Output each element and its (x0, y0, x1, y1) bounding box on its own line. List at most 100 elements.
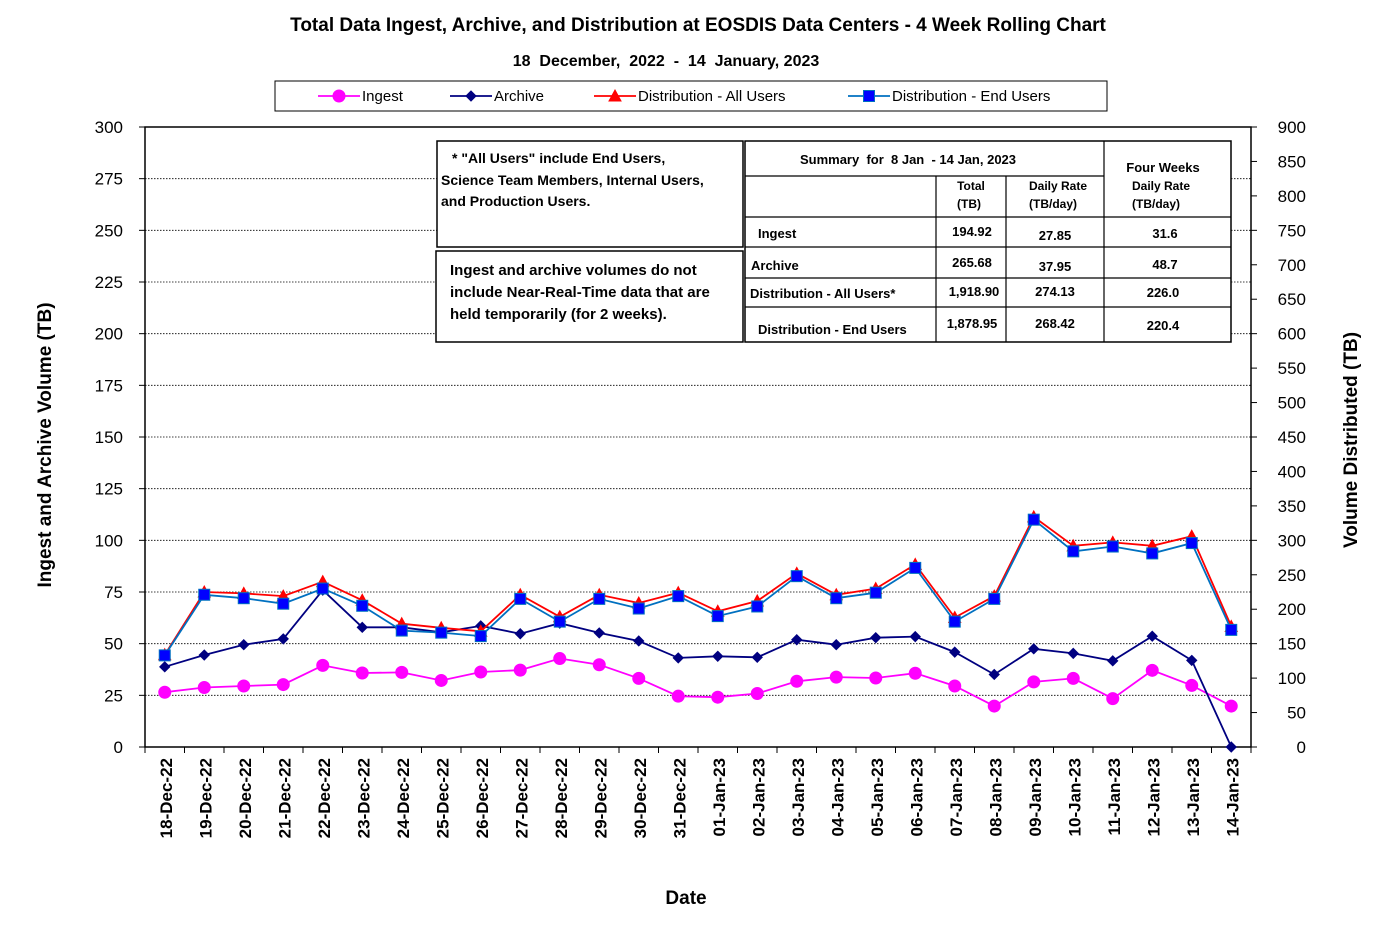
row-ingest-rate4: 31.6 (1152, 226, 1177, 241)
point-archive-06-Jan-23 (909, 630, 921, 643)
row-archive-label: Archive (751, 258, 799, 273)
y-tick-label-100: 100 (95, 531, 123, 550)
point-archive-02-Jan-23 (751, 651, 763, 664)
point-ingest-20-Dec-22 (237, 679, 251, 693)
point-distribution-end-users-12-Jan-23 (1146, 547, 1159, 560)
point-distribution-end-users-21-Dec-22 (277, 597, 290, 610)
series-line-distribution-all-users (164, 515, 1233, 656)
point-distribution-end-users-04-Jan-23 (830, 592, 843, 605)
y2-tick-label-350: 350 (1278, 497, 1306, 516)
x-tick-label-08-Jan-23: 08-Jan-23 (986, 758, 1005, 836)
row-dist-end-label: Distribution - End Users (758, 322, 907, 337)
point-ingest-05-Jan-23 (869, 671, 883, 685)
left-axis: 0 25 50 75 100 125 150 175 200 225 250 275 300 (95, 118, 145, 757)
y2-tick-label-650: 650 (1278, 290, 1306, 309)
point-ingest-08-Jan-23 (987, 699, 1001, 713)
point-distribution-end-users-03-Jan-23 (790, 570, 803, 583)
legend: Ingest Archive Distribution - All Users Dis… (274, 80, 1108, 112)
col-rate-1: Daily Rate (1029, 179, 1087, 193)
point-distribution-end-users-11-Jan-23 (1106, 540, 1119, 553)
y-tick-label-150: 150 (95, 428, 123, 447)
row-dist-end-rate4: 220.4 (1147, 318, 1180, 333)
col-rate4-1: Daily Rate (1132, 179, 1190, 193)
x-tick-label-02-Jan-23: 02-Jan-23 (749, 758, 768, 836)
y2-tick-label-0: 0 (1297, 738, 1306, 757)
y2-tick-label-300: 300 (1278, 531, 1306, 550)
point-archive-20-Dec-22 (238, 638, 250, 651)
point-distribution-end-users-30-Dec-22 (632, 602, 645, 615)
summary-four-weeks: Four Weeks (1126, 160, 1199, 175)
x-tick-label-04-Jan-23: 04-Jan-23 (828, 758, 847, 836)
y-tick-label-225: 225 (95, 273, 123, 292)
note-all-users-line2: Science Team Members, Internal Users, (441, 172, 704, 188)
note-nrt-line1: Ingest and archive volumes do not (450, 262, 697, 279)
row-dist-all-rate4: 226.0 (1147, 285, 1180, 300)
legend-label-archive: Archive (494, 88, 544, 105)
point-ingest-23-Dec-22 (355, 666, 369, 680)
x-axis: 18-Dec-22 19-Dec-22 20-Dec-22 21-Dec-22 22-D… (144, 747, 1252, 838)
point-ingest-22-Dec-22 (316, 658, 330, 672)
point-archive-29-Dec-22 (593, 627, 605, 639)
point-ingest-11-Jan-23 (1106, 692, 1120, 706)
point-archive-21-Dec-22 (277, 633, 289, 645)
y-tick-label-125: 125 (95, 480, 123, 499)
note-all-users-line1: * "All Users" include End Users, (452, 150, 665, 166)
y-tick-label-175: 175 (95, 376, 123, 395)
row-ingest-total: 194.92 (952, 224, 992, 239)
y2-tick-label-100: 100 (1278, 669, 1306, 688)
y2-tick-label-850: 850 (1278, 152, 1306, 171)
row-dist-end-rate: 268.42 (1035, 316, 1075, 331)
y-axis-label: Ingest and Archive Volume (TB) (35, 302, 56, 587)
col-total-1: Total (957, 179, 985, 193)
point-ingest-04-Jan-23 (829, 670, 843, 684)
y2-axis-label: Volume Distributed (TB) (1341, 332, 1362, 548)
note-all-users: * "All Users" include End Users, Science… (436, 140, 744, 248)
row-dist-all-label: Distribution - All Users* (750, 286, 896, 301)
point-distribution-end-users-19-Dec-22 (198, 588, 211, 601)
point-ingest-18-Dec-22 (158, 685, 172, 699)
point-archive-23-Dec-22 (356, 621, 368, 634)
summary-table: Summary for 8 Jan - 14 Jan, 2023 Four We… (744, 140, 1232, 343)
y2-tick-label-50: 50 (1287, 704, 1306, 723)
point-ingest-19-Dec-22 (197, 680, 211, 694)
x-tick-label-13-Jan-23: 13-Jan-23 (1184, 758, 1203, 836)
x-tick-label-06-Jan-23: 06-Jan-23 (907, 758, 926, 836)
point-ingest-28-Dec-22 (553, 652, 567, 666)
x-tick-label-25-Dec-22: 25-Dec-22 (433, 758, 452, 838)
x-tick-label-10-Jan-23: 10-Jan-23 (1065, 758, 1084, 836)
x-tick-label-05-Jan-23: 05-Jan-23 (868, 758, 887, 836)
point-ingest-25-Dec-22 (434, 673, 448, 687)
point-ingest-12-Jan-23 (1145, 663, 1159, 677)
point-distribution-end-users-31-Dec-22 (672, 590, 685, 603)
x-tick-label-18-Dec-22: 18-Dec-22 (157, 758, 176, 838)
y2-tick-label-400: 400 (1278, 462, 1306, 481)
point-archive-05-Jan-23 (870, 631, 882, 644)
legend-label-distribution-all-users: Distribution - All Users (638, 88, 786, 105)
row-dist-end-total: 1,878.95 (947, 316, 998, 331)
row-ingest-rate: 27.85 (1039, 228, 1072, 243)
point-archive-10-Jan-23 (1067, 647, 1079, 660)
point-ingest-13-Jan-23 (1185, 678, 1199, 692)
point-archive-30-Dec-22 (633, 635, 645, 647)
point-distribution-end-users-24-Dec-22 (395, 624, 408, 637)
x-tick-label-26-Dec-22: 26-Dec-22 (473, 758, 492, 838)
point-ingest-21-Dec-22 (276, 678, 290, 692)
x-tick-label-11-Jan-23: 11-Jan-23 (1105, 758, 1124, 836)
col-total-2: (TB) (957, 197, 981, 211)
point-ingest-31-Dec-22 (671, 689, 685, 703)
point-archive-08-Jan-23 (988, 668, 1000, 681)
note-nrt: Ingest and archive volumes do not includ… (435, 250, 744, 343)
series-line-distribution-end-users (164, 518, 1233, 656)
row-archive-total: 265.68 (952, 255, 992, 270)
x-tick-label-31-Dec-22: 31-Dec-22 (670, 758, 689, 838)
point-archive-31-Dec-22 (672, 652, 684, 664)
row-archive-rate: 37.95 (1039, 259, 1072, 274)
note-all-users-line3: and Production Users. (441, 193, 590, 209)
legend-marker-ingest (332, 89, 346, 103)
point-distribution-end-users-20-Dec-22 (237, 592, 250, 605)
note-nrt-line3: held temporarily (for 2 weeks). (450, 306, 667, 323)
chart-title: Total Data Ingest, Archive, and Distribu… (290, 15, 1106, 36)
x-tick-label-19-Dec-22: 19-Dec-22 (196, 758, 215, 838)
point-archive-19-Dec-22 (198, 649, 210, 661)
